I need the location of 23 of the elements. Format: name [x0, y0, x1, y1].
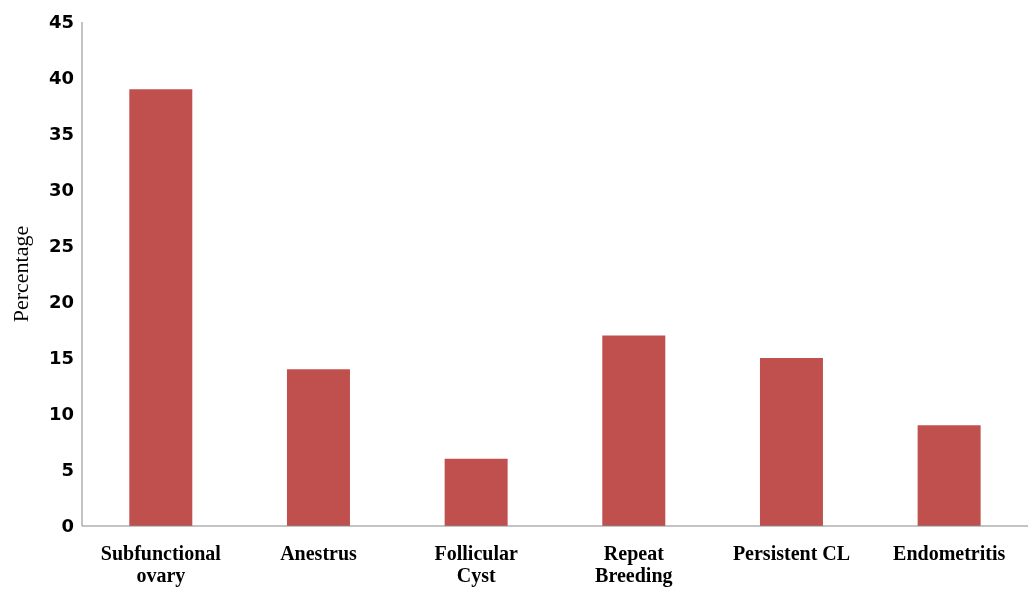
bar — [129, 89, 193, 526]
y-axis-title: Percentage — [7, 225, 33, 323]
bar — [759, 358, 823, 526]
x-tick-label: Persistent CL — [732, 542, 851, 564]
x-tick-label: Subfunctional ovary — [100, 542, 222, 587]
y-tick-label: 5 — [61, 459, 74, 481]
bar — [917, 425, 981, 526]
bar — [286, 369, 350, 526]
y-tick-label: 45 — [48, 11, 74, 33]
y-tick-label: 35 — [48, 123, 74, 145]
x-tick-label: Anestrus — [280, 542, 358, 564]
y-tick-label: 0 — [61, 515, 74, 537]
bar — [602, 335, 666, 526]
x-tick-label: Follicular Cyst — [434, 542, 518, 587]
y-tick-label: 40 — [48, 67, 74, 89]
y-tick-label: 10 — [48, 403, 74, 425]
y-tick-label: 15 — [48, 347, 74, 369]
y-tick-label: 20 — [48, 291, 74, 313]
y-tick-label: 30 — [48, 179, 74, 201]
bar — [444, 458, 508, 526]
x-tick-label: Repeat Breeding — [595, 542, 673, 587]
y-tick-label: 25 — [48, 235, 74, 257]
x-tick-label: Endometritis — [893, 542, 1006, 564]
